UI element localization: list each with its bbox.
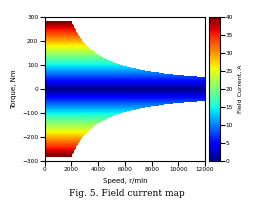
Y-axis label: Torque, Nm: Torque, Nm xyxy=(11,69,17,109)
Text: Fig. 5. Field current map: Fig. 5. Field current map xyxy=(69,189,185,198)
X-axis label: Speed, r/min: Speed, r/min xyxy=(103,178,147,184)
Y-axis label: Field Current, A: Field Current, A xyxy=(237,65,242,113)
